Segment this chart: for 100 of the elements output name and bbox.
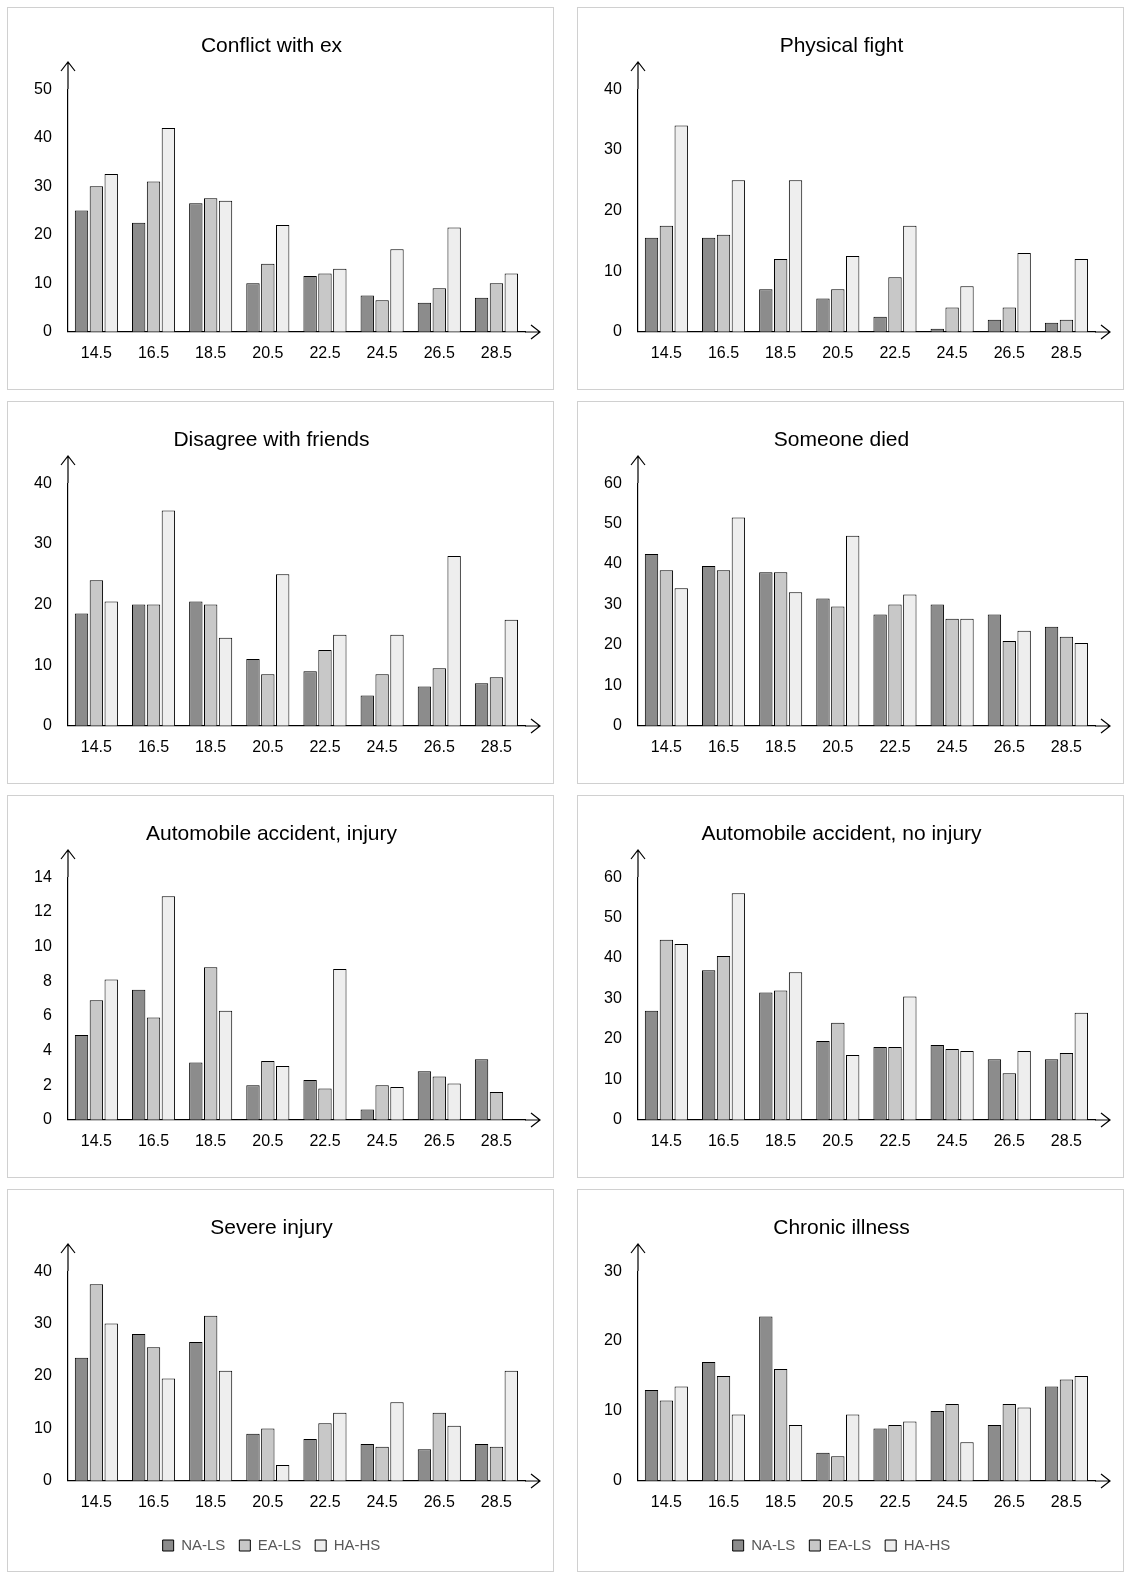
- x-tick-label: 14.5: [80, 1492, 113, 1510]
- y-tick-label: 30: [604, 988, 622, 1006]
- y-tick-label: 0: [42, 1471, 52, 1489]
- y-tick-label: 30: [34, 176, 52, 194]
- x-tick-label: 16.5: [707, 1131, 740, 1149]
- x-tick-label: 26.5: [423, 737, 455, 755]
- x-tick-label: 24.5: [366, 1492, 398, 1510]
- x-tick-label: 18.5: [765, 1492, 797, 1510]
- y-tick-label: 10: [604, 675, 622, 693]
- x-tick-label: 20.5: [252, 343, 284, 361]
- legend-label: HA-HS: [903, 1535, 951, 1553]
- y-tick-label: 0: [42, 322, 52, 340]
- y-tick-label: 60: [604, 473, 622, 491]
- x-tick-label: 24.5: [366, 343, 398, 361]
- x-tick-label: 28.5: [1050, 1131, 1083, 1149]
- y-tick-label: 50: [604, 514, 622, 532]
- x-tick-label: 16.5: [137, 1492, 170, 1510]
- x-tick-label: 14.5: [650, 1131, 683, 1149]
- x-tick-label: 22.5: [879, 1492, 911, 1510]
- y-tick-label: 30: [34, 1314, 52, 1332]
- y-tick-label: 10: [34, 655, 52, 673]
- y-tick-label: 6: [42, 1006, 52, 1024]
- y-tick-label: 10: [34, 273, 52, 291]
- x-tick-label: 18.5: [195, 737, 227, 755]
- x-tick-label: 14.5: [650, 737, 683, 755]
- x-tick-label: 26.5: [993, 737, 1025, 755]
- y-tick-label: 40: [34, 473, 52, 491]
- x-tick-label: 20.5: [252, 737, 284, 755]
- x-tick-label: 18.5: [765, 737, 797, 755]
- y-tick-label: 0: [42, 716, 52, 734]
- chart-title: Chronic illness: [773, 1215, 910, 1239]
- x-tick-label: 28.5: [480, 343, 513, 361]
- y-tick-label: 10: [34, 936, 52, 954]
- legend-label: NA-LS: [181, 1535, 226, 1553]
- y-tick-label: 40: [34, 1261, 52, 1279]
- y-tick-label: 40: [604, 948, 622, 966]
- chart-title: Disagree with friends: [173, 427, 370, 451]
- y-tick-label: 10: [604, 1401, 622, 1419]
- x-tick-label: 28.5: [1050, 1492, 1083, 1510]
- x-tick-label: 22.5: [879, 1131, 911, 1149]
- x-tick-label: 22.5: [309, 343, 341, 361]
- y-tick-label: 30: [34, 534, 52, 552]
- x-tick-label: 28.5: [1050, 343, 1083, 361]
- x-tick-label: 22.5: [879, 343, 911, 361]
- y-tick-label: 2: [42, 1075, 52, 1093]
- y-tick-label: 30: [604, 140, 622, 158]
- x-tick-label: 20.5: [822, 343, 854, 361]
- y-tick-label: 20: [34, 225, 52, 243]
- y-tick-label: 30: [604, 1261, 622, 1279]
- x-tick-label: 28.5: [480, 1492, 513, 1510]
- x-tick-label: 14.5: [650, 343, 683, 361]
- y-tick-label: 40: [34, 128, 52, 146]
- x-tick-label: 16.5: [707, 1492, 740, 1510]
- y-tick-label: 40: [604, 79, 622, 97]
- y-tick-label: 10: [604, 261, 622, 279]
- y-tick-label: 0: [42, 1110, 52, 1128]
- x-tick-label: 26.5: [993, 343, 1025, 361]
- x-tick-label: 18.5: [195, 343, 227, 361]
- chart-title: Conflict with ex: [200, 33, 343, 57]
- x-tick-label: 26.5: [423, 1492, 455, 1510]
- x-tick-label: 18.5: [765, 1131, 797, 1149]
- x-tick-label: 18.5: [195, 1492, 227, 1510]
- y-tick-label: 8: [42, 971, 52, 989]
- x-tick-label: 24.5: [366, 1131, 398, 1149]
- y-tick-label: 0: [612, 322, 622, 340]
- x-tick-label: 20.5: [822, 737, 854, 755]
- x-tick-label: 22.5: [309, 1492, 341, 1510]
- y-tick-label: 20: [604, 1029, 622, 1047]
- chart-title: Automobile accident, no injury: [701, 821, 983, 845]
- x-tick-label: 16.5: [707, 343, 740, 361]
- x-tick-label: 16.5: [137, 343, 170, 361]
- chart-title: Physical fight: [779, 33, 904, 57]
- y-tick-label: 20: [604, 635, 622, 653]
- y-tick-label: 60: [604, 867, 622, 885]
- y-tick-label: 20: [604, 1331, 622, 1349]
- x-tick-label: 24.5: [366, 737, 398, 755]
- y-tick-label: 50: [34, 79, 52, 97]
- chart-title: Severe injury: [210, 1215, 334, 1239]
- y-tick-label: 14: [34, 867, 52, 885]
- legend-label: NA-LS: [751, 1535, 796, 1553]
- x-tick-label: 22.5: [309, 737, 341, 755]
- y-tick-label: 20: [34, 1366, 52, 1384]
- y-tick-label: 4: [42, 1040, 52, 1058]
- chart-title: Automobile accident, injury: [146, 821, 398, 845]
- x-tick-label: 22.5: [879, 737, 911, 755]
- x-tick-label: 26.5: [993, 1131, 1025, 1149]
- y-tick-label: 20: [34, 594, 52, 612]
- x-tick-label: 14.5: [80, 737, 113, 755]
- y-tick-label: 20: [604, 200, 622, 218]
- x-tick-label: 18.5: [765, 343, 797, 361]
- x-tick-label: 24.5: [936, 343, 968, 361]
- x-tick-label: 20.5: [822, 1131, 854, 1149]
- y-tick-label: 0: [612, 1110, 622, 1128]
- x-tick-label: 20.5: [252, 1131, 284, 1149]
- x-tick-label: 14.5: [650, 1492, 683, 1510]
- x-tick-label: 26.5: [423, 343, 455, 361]
- x-tick-label: 26.5: [993, 1492, 1025, 1510]
- x-tick-label: 24.5: [936, 737, 968, 755]
- x-tick-label: 16.5: [707, 737, 740, 755]
- y-tick-label: 10: [604, 1069, 622, 1087]
